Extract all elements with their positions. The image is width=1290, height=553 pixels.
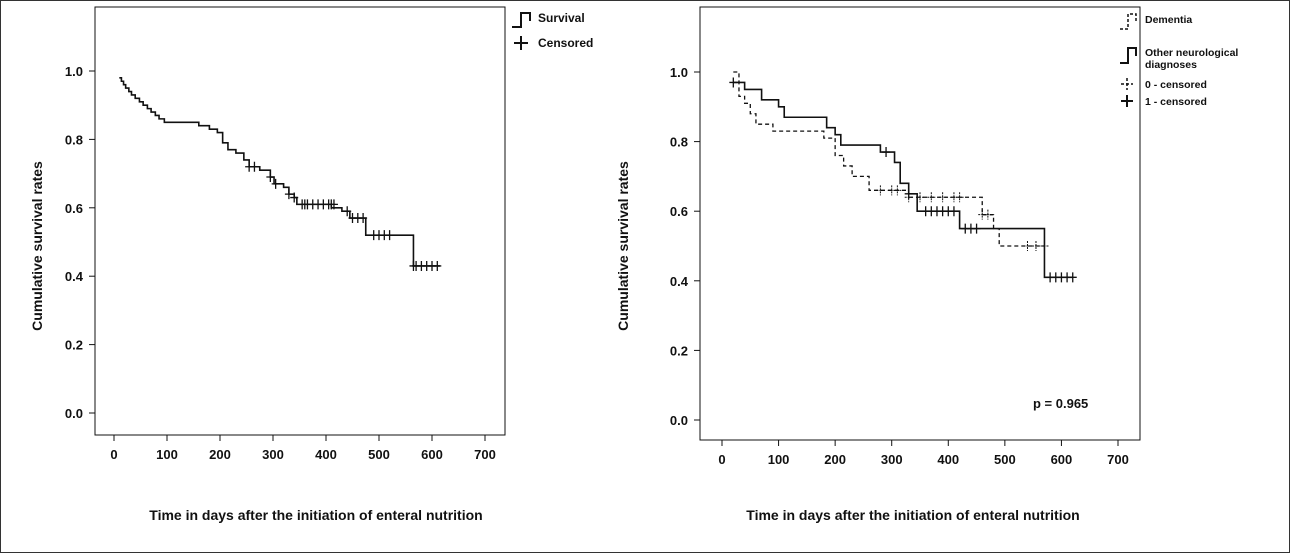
right-censor-mark bbox=[876, 185, 885, 196]
left-y-tick-0.0: 0.0 bbox=[65, 406, 83, 421]
left-legend-survival-label: Survival bbox=[538, 11, 585, 25]
right-censor-mark bbox=[949, 206, 958, 217]
right-legend-censored0-label: 0 - censored bbox=[1145, 79, 1207, 91]
left-y-tick-0.6: 0.6 bbox=[65, 201, 83, 216]
right-series-other-neurological-diagnoses-censor-marks bbox=[729, 77, 1077, 283]
right-censor-mark bbox=[972, 223, 981, 234]
right-series-dementia-censor-marks bbox=[876, 185, 1049, 251]
right-censor-mark bbox=[927, 192, 936, 203]
left-censor-mark bbox=[266, 172, 275, 183]
right-legend-other-label-line2: diagnoses bbox=[1145, 59, 1197, 71]
left-censor-mark bbox=[359, 213, 368, 224]
right-x-tick-100: 100 bbox=[768, 452, 790, 467]
right-censor-mark bbox=[882, 147, 891, 158]
left-legend: Survival Censored bbox=[512, 11, 593, 50]
left-y-tick-0.2: 0.2 bbox=[65, 338, 83, 353]
left-censor-mark bbox=[385, 230, 394, 241]
right-series-other-neurological-diagnoses-curve bbox=[733, 81, 1073, 279]
right-plot-frame bbox=[699, 6, 1141, 441]
right-x-tick-700: 700 bbox=[1107, 452, 1129, 467]
right-x-tick-500: 500 bbox=[994, 452, 1016, 467]
right-x-tick-0: 0 bbox=[718, 452, 725, 467]
left-y-tick-0.8: 0.8 bbox=[65, 132, 83, 147]
right-plot-area bbox=[694, 6, 1141, 446]
left-x-tick-500: 500 bbox=[368, 447, 390, 462]
left-censor-mark bbox=[271, 178, 280, 189]
right-censor-mark bbox=[983, 209, 992, 220]
right-censor-mark bbox=[1031, 241, 1040, 251]
right-legend-censored0-symbol bbox=[1121, 78, 1133, 90]
right-legend-censored1-symbol bbox=[1121, 95, 1133, 107]
right-censor-mark bbox=[904, 188, 913, 199]
right-y-axis-label: Cumulative survival rates bbox=[615, 161, 631, 331]
left-x-tick-labels: 0 100 200 300 400 500 600 700 bbox=[110, 447, 495, 462]
right-legend-censored1-label: 1 - censored bbox=[1145, 96, 1207, 108]
left-censor-mark bbox=[433, 260, 442, 271]
left-censor-mark bbox=[284, 189, 293, 200]
left-y-tick-0.4: 0.4 bbox=[65, 269, 84, 284]
left-y-axis-label: Cumulative survival rates bbox=[29, 161, 45, 331]
right-censor-mark bbox=[938, 192, 947, 203]
left-plot-area bbox=[89, 6, 506, 441]
right-legend-dementia-label: Dementia bbox=[1145, 14, 1192, 26]
left-x-tick-700: 700 bbox=[474, 447, 496, 462]
left-x-tick-200: 200 bbox=[209, 447, 231, 462]
left-x-tick-400: 400 bbox=[315, 447, 337, 462]
right-y-tick-0.4: 0.4 bbox=[670, 274, 689, 289]
right-legend-other-symbol bbox=[1120, 47, 1137, 64]
right-y-tick-0.8: 0.8 bbox=[670, 135, 688, 150]
left-x-tick-100: 100 bbox=[156, 447, 178, 462]
right-censor-mark bbox=[729, 77, 738, 88]
right-y-tick-0.0: 0.0 bbox=[670, 413, 688, 428]
left-chart: 0 100 200 300 400 500 600 700 0.0 0.2 0.… bbox=[29, 6, 593, 523]
left-y-tick-1.0: 1.0 bbox=[65, 64, 83, 79]
right-x-tick-400: 400 bbox=[937, 452, 959, 467]
right-chart: 0 100 200 300 400 500 600 700 0.0 0.2 0.… bbox=[615, 6, 1238, 523]
right-y-tick-1.0: 1.0 bbox=[670, 65, 688, 80]
left-x-tick-300: 300 bbox=[262, 447, 284, 462]
right-legend-other-label-line1: Other neurological bbox=[1145, 47, 1238, 59]
left-censor-mark bbox=[343, 206, 352, 217]
left-censor-mark bbox=[250, 161, 259, 172]
left-plot-frame bbox=[94, 6, 506, 436]
right-y-tick-0.6: 0.6 bbox=[670, 204, 688, 219]
right-y-tick-labels: 0.0 0.2 0.4 0.6 0.8 1.0 bbox=[670, 65, 689, 428]
left-y-tick-labels: 0.0 0.2 0.4 0.6 0.8 1.0 bbox=[65, 64, 84, 421]
right-censor-mark bbox=[1068, 272, 1077, 283]
left-censor-mark bbox=[290, 192, 299, 203]
right-y-tick-0.2: 0.2 bbox=[670, 343, 688, 358]
right-censor-mark bbox=[1023, 241, 1032, 251]
right-x-tick-labels: 0 100 200 300 400 500 600 700 bbox=[718, 452, 1128, 467]
right-p-value: p = 0.965 bbox=[1033, 396, 1088, 411]
right-legend-dementia-symbol bbox=[1120, 13, 1137, 30]
left-legend-censored-symbol bbox=[514, 36, 528, 50]
left-x-axis-label: Time in days after the initiation of ent… bbox=[149, 507, 482, 523]
right-censor-mark bbox=[893, 185, 902, 196]
right-x-tick-300: 300 bbox=[881, 452, 903, 467]
right-x-tick-200: 200 bbox=[824, 452, 846, 467]
left-legend-censored-label: Censored bbox=[538, 36, 593, 50]
right-x-axis-label: Time in days after the initiation of ent… bbox=[746, 507, 1079, 523]
right-legend: Dementia Other neurological diagnoses 0 … bbox=[1120, 13, 1238, 108]
left-x-tick-600: 600 bbox=[421, 447, 443, 462]
left-censor-mark bbox=[329, 199, 338, 210]
right-x-tick-600: 600 bbox=[1051, 452, 1073, 467]
left-legend-survival-symbol bbox=[512, 12, 531, 28]
left-x-tick-0: 0 bbox=[110, 447, 117, 462]
right-censor-mark bbox=[955, 192, 964, 203]
left-series-survival-censor-marks bbox=[245, 161, 442, 271]
